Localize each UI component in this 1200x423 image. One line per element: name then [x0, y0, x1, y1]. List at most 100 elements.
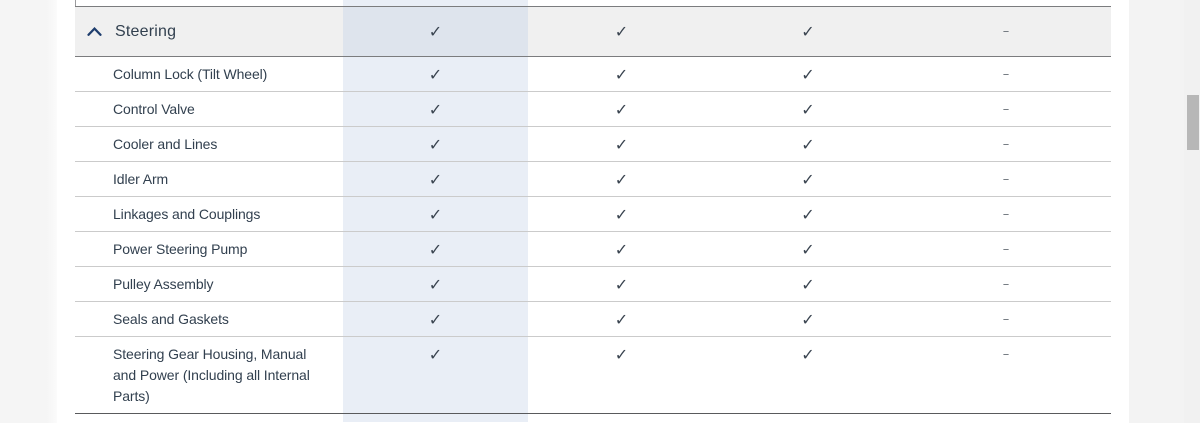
check-icon: ✓: [428, 100, 443, 119]
coverage-cell: ✓: [528, 127, 715, 161]
row-label: Power Steering Pump: [113, 241, 248, 257]
coverage-cell: ✓: [715, 92, 901, 126]
row-label: Linkages and Couplings: [113, 206, 261, 222]
coverage-cell: ✓: [715, 302, 901, 336]
category-title: Steering: [115, 22, 177, 40]
coverage-table: Steering ✓ ✓ ✓ – Column Lock (Tilt Wheel) ✓ ✓…: [75, 0, 1111, 422]
coverage-cell: ✓: [715, 127, 901, 161]
previous-row-partial: [75, 0, 1111, 6]
table-row: Cooler and Lines ✓ ✓ ✓ –: [75, 127, 1111, 162]
coverage-cell: ✓: [343, 162, 528, 196]
check-icon: ✓: [428, 240, 443, 259]
check-icon: ✓: [428, 275, 443, 294]
check-icon: ✓: [428, 205, 443, 224]
coverage-cell: ✓: [715, 7, 901, 56]
check-icon: ✓: [614, 170, 629, 189]
row-label: Idler Arm: [113, 171, 169, 187]
table-row: Seals and Gaskets ✓ ✓ ✓ –: [75, 302, 1111, 337]
coverage-cell: ✓: [715, 162, 901, 196]
dash-icon: –: [1002, 277, 1010, 292]
check-icon: ✓: [428, 135, 443, 154]
row-label: Column Lock (Tilt Wheel): [113, 66, 268, 82]
check-icon: ✓: [428, 310, 443, 329]
coverage-cell: ✓: [343, 127, 528, 161]
table-row: Power Steering Pump ✓ ✓ ✓ –: [75, 232, 1111, 267]
coverage-cell: ✓: [528, 92, 715, 126]
coverage-cell: –: [901, 302, 1111, 336]
coverage-cell: –: [901, 267, 1111, 301]
coverage-cell: ✓: [528, 57, 715, 91]
coverage-cell: ✓: [528, 267, 715, 301]
row-label: Cooler and Lines: [113, 136, 218, 152]
check-icon: ✓: [801, 310, 815, 329]
table-edge-tick: [75, 0, 76, 6]
table-row: Linkages and Couplings ✓ ✓ ✓ –: [75, 197, 1111, 232]
table-row: Idler Arm ✓ ✓ ✓ –: [75, 162, 1111, 197]
row-label: Steering Gear Housing, Manual and Power …: [113, 346, 310, 404]
check-icon: ✓: [428, 65, 443, 84]
coverage-cell: –: [901, 162, 1111, 196]
check-icon: ✓: [801, 170, 815, 189]
page-background-left: [0, 0, 57, 423]
dash-icon: –: [1002, 102, 1010, 117]
coverage-cell: –: [901, 337, 1111, 413]
dash-icon: –: [1002, 24, 1010, 39]
coverage-cell: ✓: [343, 267, 528, 301]
check-icon: ✓: [614, 135, 629, 154]
coverage-cell: ✓: [715, 197, 901, 231]
check-icon: ✓: [801, 275, 815, 294]
coverage-rows: Column Lock (Tilt Wheel) ✓ ✓ ✓ – Control Valv…: [75, 57, 1111, 414]
coverage-cell: –: [901, 197, 1111, 231]
coverage-cell: –: [901, 7, 1111, 56]
check-icon: ✓: [614, 310, 629, 329]
coverage-cell: ✓: [343, 302, 528, 336]
category-header-label-cell: Steering: [75, 23, 343, 41]
coverage-cell: ✓: [343, 197, 528, 231]
check-icon: ✓: [614, 65, 629, 84]
row-label: Seals and Gaskets: [113, 311, 229, 327]
dash-icon: –: [1002, 67, 1010, 82]
check-icon: ✓: [614, 345, 629, 364]
check-icon: ✓: [614, 240, 629, 259]
coverage-cell: ✓: [343, 57, 528, 91]
coverage-cell: –: [901, 127, 1111, 161]
check-icon: ✓: [801, 345, 815, 364]
check-icon: ✓: [614, 100, 629, 119]
table-row: Control Valve ✓ ✓ ✓ –: [75, 92, 1111, 127]
dash-icon: –: [1002, 242, 1010, 257]
check-icon: ✓: [614, 22, 629, 41]
coverage-cell: ✓: [528, 232, 715, 266]
scrollbar-thumb[interactable]: [1187, 95, 1199, 150]
check-icon: ✓: [801, 65, 815, 84]
coverage-cell: ✓: [715, 267, 901, 301]
coverage-cell: ✓: [528, 302, 715, 336]
category-header-steering[interactable]: Steering ✓ ✓ ✓ –: [75, 6, 1111, 57]
dash-icon: –: [1002, 207, 1010, 222]
dash-icon: –: [1002, 137, 1010, 152]
coverage-cell: ✓: [528, 162, 715, 196]
coverage-cell: –: [901, 232, 1111, 266]
check-icon: ✓: [801, 100, 815, 119]
table-row: Pulley Assembly ✓ ✓ ✓ –: [75, 267, 1111, 302]
coverage-cell: ✓: [343, 232, 528, 266]
check-icon: ✓: [428, 170, 443, 189]
coverage-cell: ✓: [528, 337, 715, 413]
check-icon: ✓: [614, 275, 629, 294]
check-icon: ✓: [428, 345, 443, 364]
check-icon: ✓: [801, 135, 815, 154]
coverage-cell: ✓: [343, 337, 528, 413]
scrollbar-track[interactable]: [1184, 0, 1200, 423]
dash-icon: –: [1002, 172, 1010, 187]
coverage-cell: ✓: [343, 7, 528, 56]
row-label: Pulley Assembly: [113, 276, 214, 292]
dash-icon: –: [1002, 347, 1010, 362]
check-icon: ✓: [801, 205, 815, 224]
check-icon: ✓: [801, 22, 815, 41]
table-row: Steering Gear Housing, Manual and Power …: [75, 337, 1111, 414]
check-icon: ✓: [428, 22, 443, 41]
next-row-partial: [75, 414, 1111, 422]
coverage-cell: ✓: [343, 92, 528, 126]
chevron-up-icon[interactable]: [87, 27, 102, 36]
coverage-cell: –: [901, 92, 1111, 126]
